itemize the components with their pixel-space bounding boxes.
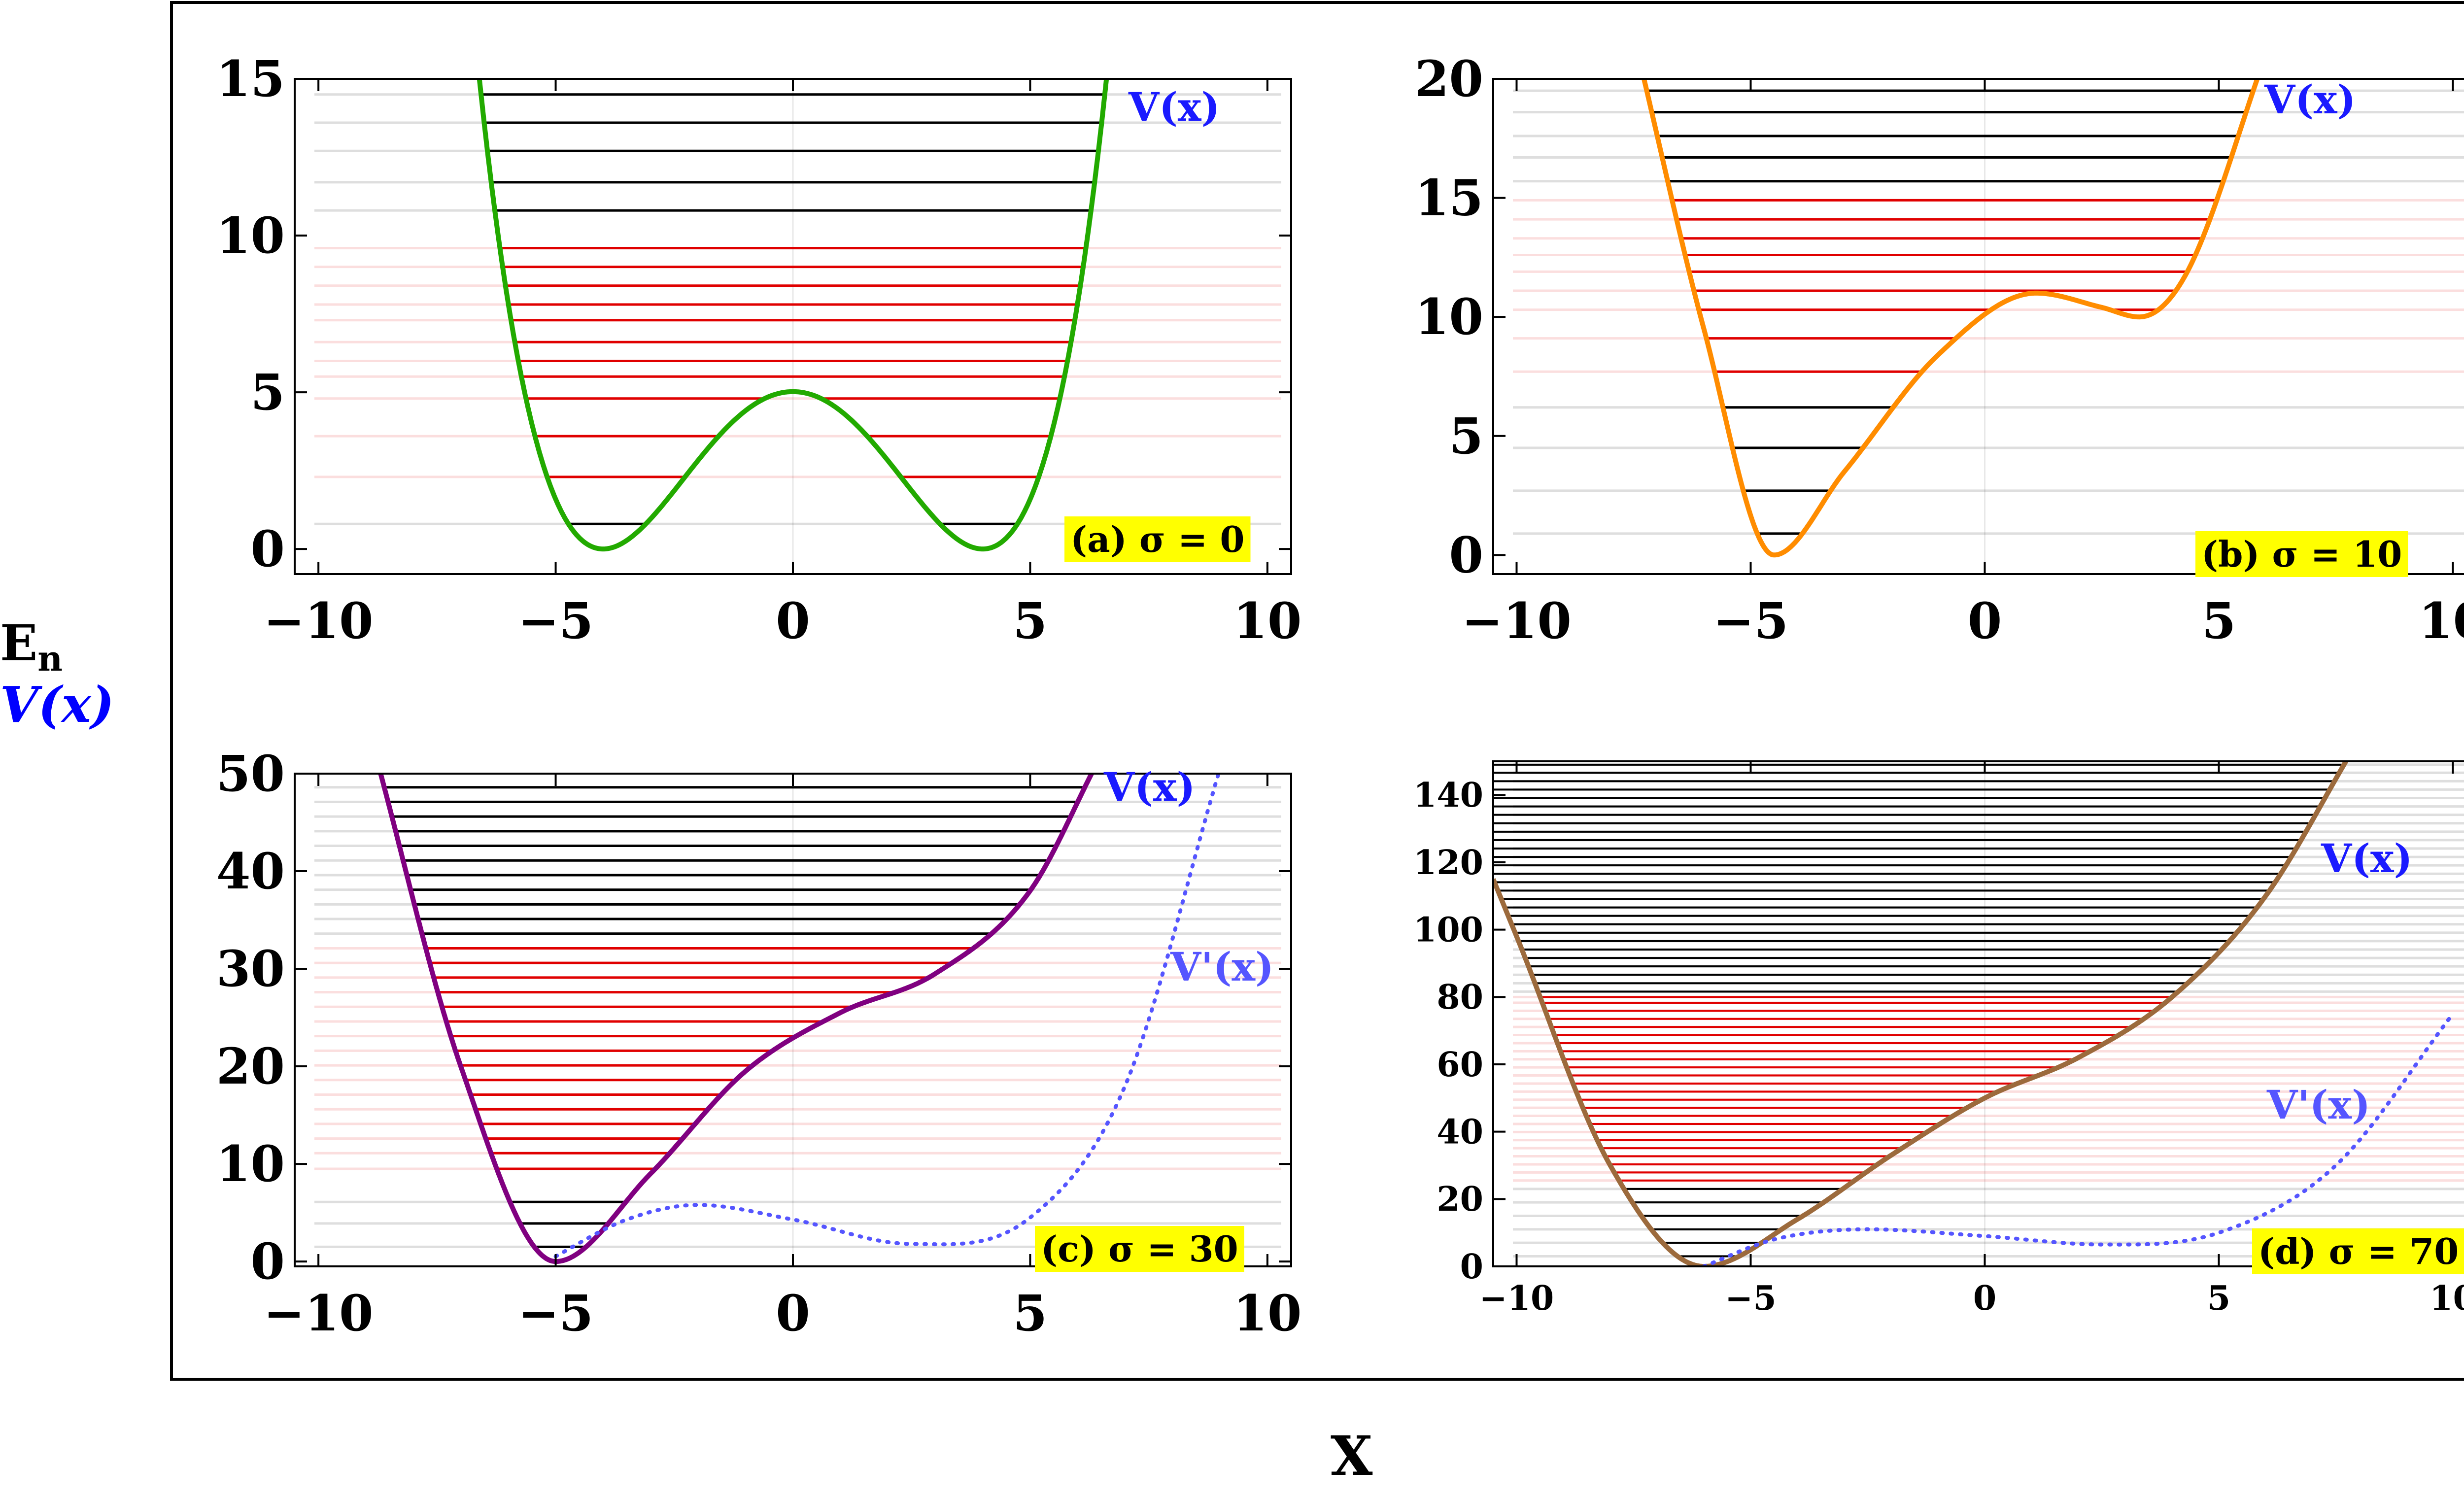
x-tick-label: −10 bbox=[1462, 592, 1572, 650]
plot-area-c bbox=[314, 774, 1281, 1266]
y-tick-label: 5 bbox=[1449, 407, 1483, 465]
axes-frame bbox=[1492, 78, 2464, 575]
y-tick-label: 0 bbox=[1460, 1247, 1483, 1287]
x-tick-label: −10 bbox=[264, 592, 374, 650]
panel-tag: (c) σ = 30 bbox=[1035, 1226, 1244, 1272]
x-tick-label: −5 bbox=[1713, 592, 1788, 650]
x-tick-label: 5 bbox=[1013, 592, 1048, 650]
y-axis-label: En V(x) bbox=[0, 616, 148, 732]
panel-tag-bg bbox=[1035, 1226, 1244, 1272]
x-axis-label: X bbox=[1331, 1424, 1373, 1488]
x-tick-label: 10 bbox=[1233, 592, 1301, 650]
plot-area-d bbox=[1493, 761, 2464, 1266]
y-tick-label: 40 bbox=[216, 842, 285, 900]
axes-frame bbox=[1492, 760, 2464, 1267]
potential-curve bbox=[1641, 79, 2260, 558]
y-tick-label: 20 bbox=[1415, 50, 1483, 108]
y-tick-label: 20 bbox=[216, 1037, 285, 1095]
panel-b: −10 −5 0 5 10 0 5 10 15 20 V(x) (b) σ = 10 bbox=[1415, 50, 2464, 650]
x-tick-label: 0 bbox=[1973, 1279, 1996, 1318]
y-tick-label: 120 bbox=[1413, 843, 1483, 883]
plot-area-a bbox=[314, 79, 1281, 574]
y-tick-label: 5 bbox=[250, 363, 285, 421]
x-tick-label: −5 bbox=[518, 592, 593, 650]
potential-curve bbox=[1493, 761, 2349, 1266]
y-tick-label: 15 bbox=[1415, 169, 1483, 227]
figure-frame bbox=[170, 1, 2464, 1381]
derivative-curve-label: V'(x) bbox=[2266, 1082, 2370, 1128]
y-tick-label: 10 bbox=[1415, 288, 1483, 346]
x-tick-label: −5 bbox=[1725, 1279, 1776, 1318]
y-tick-label: 30 bbox=[216, 940, 285, 998]
panel-tag-text: (c) σ = 30 bbox=[1041, 1228, 1238, 1270]
x-tick-label: −10 bbox=[264, 1284, 374, 1342]
y-tick-label: 80 bbox=[1437, 978, 1483, 1017]
plot-area-b bbox=[1513, 79, 2464, 574]
panel-tag: (b) σ = 10 bbox=[2195, 531, 2408, 577]
derivative-curve bbox=[1702, 1012, 2455, 1266]
potential-curve-label: V(x) bbox=[1103, 764, 1195, 810]
x-tick-label: 0 bbox=[1968, 592, 2002, 650]
y-tick-label: 100 bbox=[1413, 910, 1483, 950]
y-tick-label: 140 bbox=[1413, 776, 1483, 815]
potential-curve-label: V(x) bbox=[1128, 84, 1220, 130]
x-tick-label: −5 bbox=[518, 1284, 593, 1342]
panel-tag: (d) σ = 70 bbox=[2252, 1228, 2464, 1274]
panel-d: −10−50510020406080100120140V(x)V'(x)(d) … bbox=[1413, 760, 2464, 1318]
y-tick-label: 15 bbox=[216, 50, 285, 108]
y-tick-label: 0 bbox=[1449, 526, 1483, 584]
panel-tag: (a) σ = 0 bbox=[1064, 516, 1251, 562]
panel-tag-bg bbox=[1064, 516, 1251, 562]
y-tick-label: 50 bbox=[216, 745, 285, 803]
x-tick-label: −10 bbox=[1479, 1279, 1554, 1318]
y-tick-label: 0 bbox=[250, 520, 285, 578]
x-tick-label: 0 bbox=[776, 1284, 810, 1342]
panel-tag-text: (d) σ = 70 bbox=[2258, 1230, 2459, 1272]
derivative-curve bbox=[553, 774, 1221, 1258]
potential-curve-label: V(x) bbox=[2321, 835, 2412, 882]
potential-label: V(x) bbox=[0, 676, 114, 734]
y-tick-label: 10 bbox=[216, 206, 285, 265]
x-tick-label: 5 bbox=[2207, 1279, 2230, 1318]
x-tick-label: 5 bbox=[1013, 1284, 1048, 1342]
x-tick-label: 0 bbox=[776, 592, 810, 650]
x-tick-label: 10 bbox=[1233, 1284, 1301, 1342]
panel-tag-text: (a) σ = 0 bbox=[1070, 518, 1245, 560]
x-tick-label: 10 bbox=[2430, 1279, 2464, 1318]
panel-tag-text: (b) σ = 10 bbox=[2201, 533, 2402, 575]
panel-tag-bg bbox=[2252, 1228, 2464, 1274]
y-tick-label: 40 bbox=[1437, 1112, 1483, 1152]
x-tick-label: 10 bbox=[2419, 592, 2464, 650]
y-tick-label: 20 bbox=[1437, 1180, 1483, 1219]
y-tick-label: 10 bbox=[216, 1135, 285, 1193]
potential-curve-label: V(x) bbox=[2264, 76, 2356, 123]
potential-curve bbox=[477, 79, 1109, 552]
y-tick-label: 60 bbox=[1437, 1045, 1483, 1085]
y-tick-label: 0 bbox=[250, 1232, 285, 1291]
energy-label: En bbox=[0, 614, 63, 679]
panel-tag-bg bbox=[2195, 531, 2408, 577]
potential-curve bbox=[378, 774, 1095, 1264]
x-tick-label: 5 bbox=[2202, 592, 2236, 650]
panel-c: −10 −5 0 5 10 0 10 20 30 40 50 V(x) V'(x) (c) σ = 30 bbox=[216, 745, 1302, 1342]
derivative-curve-label: V'(x) bbox=[1170, 944, 1274, 990]
panel-a: −10 −5 0 5 10 0 5 10 15 V(x) (a) σ = 0 bbox=[216, 50, 1302, 650]
